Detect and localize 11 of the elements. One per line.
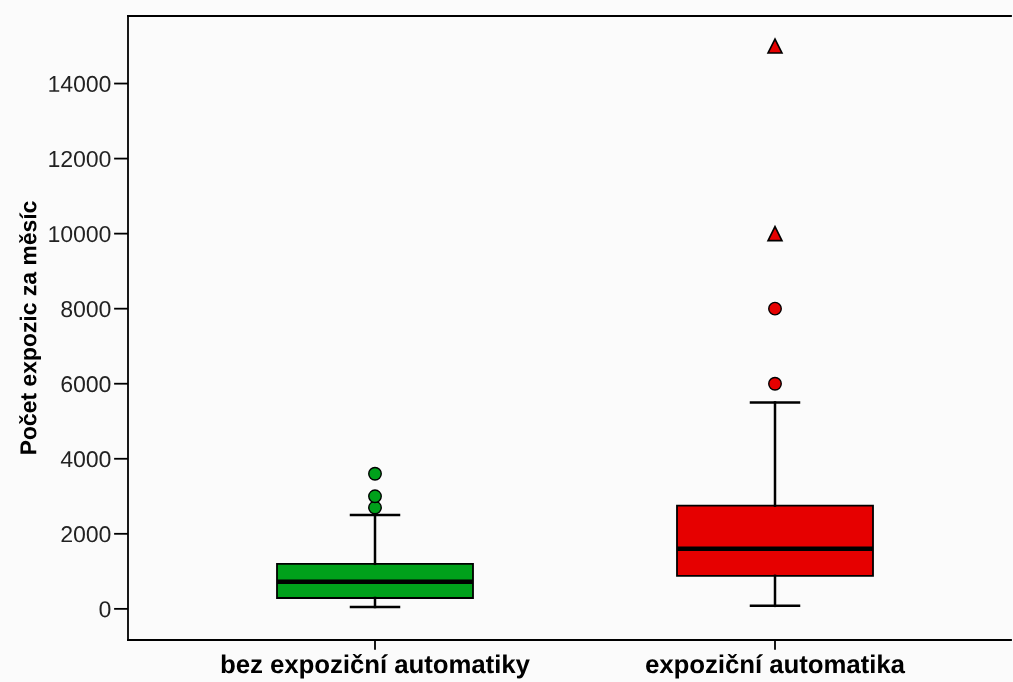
- y-tick-label: 2000: [61, 526, 111, 543]
- x-tick-label: expoziční automatika: [646, 653, 906, 679]
- y-axis-title: Počet expozic za měsíc: [19, 201, 41, 454]
- y-tick-label: 0: [99, 601, 111, 618]
- y-tick-label: 14000: [49, 75, 111, 93]
- x-tick-label: bez expoziční automatiky: [221, 653, 530, 679]
- y-tick-label: 10000: [49, 225, 111, 243]
- y-tick-label: 12000: [49, 150, 111, 168]
- y-tick-label: 4000: [60, 451, 111, 468]
- y-tick-label: 6000: [61, 376, 111, 393]
- y-tick-label: 8000: [61, 300, 111, 318]
